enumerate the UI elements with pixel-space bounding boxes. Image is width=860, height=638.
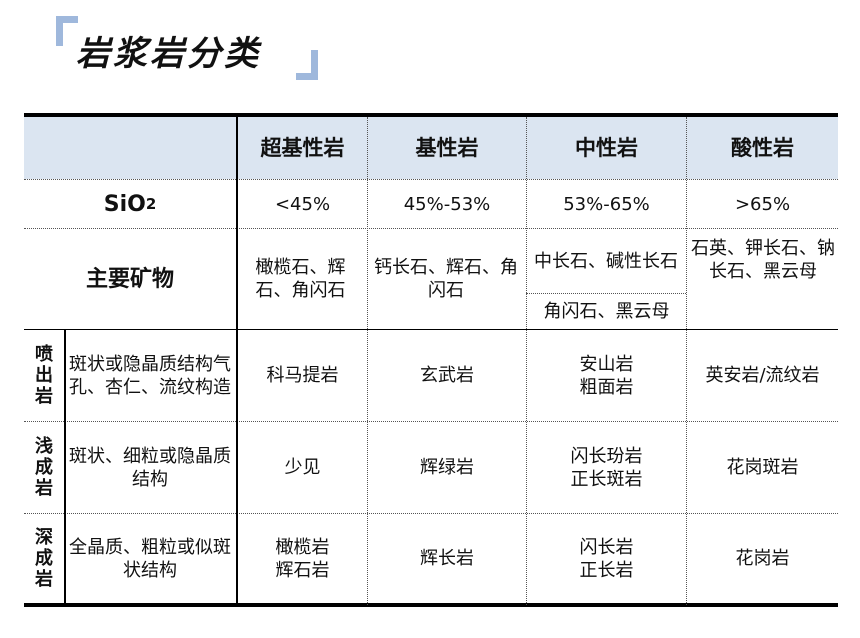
header-ultrabasic: 超基性岩 (260, 135, 345, 160)
hypabyssal-basic: 辉绿岩 (420, 457, 474, 478)
category-extrusive: 喷出岩 (24, 330, 64, 421)
minerals-intermediate-bottom: 角闪石、黑云母 (543, 301, 670, 322)
title-bracket-top-left-vertical (56, 16, 63, 46)
plutonic-intermediate: 闪长岩 正长岩 (527, 514, 686, 603)
sio2-ultrabasic: <45% (274, 193, 331, 215)
igneous-rock-table: 超基性岩 基性岩 中性岩 酸性岩 SiO 2 <45% 45%-53% 53%-6… (24, 113, 838, 607)
plutonic-acid: 花岗岩 (735, 548, 790, 569)
column-divider (64, 329, 66, 605)
sio2-basic: 45%-53% (403, 193, 491, 215)
header-row-background (24, 117, 838, 179)
header-basic: 基性岩 (415, 135, 479, 160)
row-divider (24, 228, 838, 229)
plutonic-intermediate-2: 正长岩 (579, 559, 634, 581)
plutonic-intermediate-1: 闪长岩 (579, 536, 634, 558)
extrusive-intermediate: 安山岩 粗面岩 (527, 330, 686, 421)
title-bracket-bottom-right-vertical (311, 50, 318, 80)
row-divider (24, 513, 838, 514)
column-divider (526, 117, 527, 605)
plutonic-ultrabasic: 橄榄岩 辉石岩 (238, 514, 367, 603)
extrusive-ultrabasic: 科马提岩 (266, 365, 339, 386)
hypabyssal-ultrabasic: 少见 (284, 457, 321, 478)
title-block: 岩浆岩分类 (56, 16, 318, 80)
page-title: 岩浆岩分类 (76, 34, 261, 74)
column-divider (686, 117, 687, 605)
row-divider (24, 179, 838, 180)
hypabyssal-intermediate: 闪长玢岩 正长斑岩 (527, 422, 686, 513)
minerals-intermediate-top: 中长石、碱性长石 (534, 250, 678, 272)
plutonic-ultrabasic-1: 橄榄岩 (275, 536, 330, 558)
row-divider (526, 293, 686, 294)
sio2-label: SiO 2 (24, 180, 236, 228)
sio2-label-main: SiO (103, 191, 146, 217)
title-bracket-bottom-right (296, 73, 318, 80)
extrusive-intermediate-1: 安山岩 (579, 353, 634, 375)
minerals-ultrabasic: 橄榄石、辉石、角闪石 (255, 257, 346, 301)
sio2-label-subscript: 2 (145, 194, 157, 213)
plutonic-ultrabasic-2: 辉石岩 (275, 559, 330, 581)
hypabyssal-intermediate-2: 正长斑岩 (570, 468, 643, 490)
structure-hypabyssal: 斑状、细粒或隐晶质结构 (69, 445, 231, 490)
minerals-label: 主要矿物 (85, 266, 174, 292)
row-divider (24, 329, 838, 330)
minerals-basic: 钙长石、辉石、角闪石 (374, 257, 518, 301)
extrusive-basic: 玄武岩 (420, 365, 474, 386)
title-bracket-top-left (56, 16, 78, 23)
column-divider (236, 117, 238, 605)
structure-plutonic: 全晶质、粗粒或似斑状结构 (69, 536, 231, 581)
sio2-acid: >65% (734, 193, 791, 215)
extrusive-intermediate-2: 粗面岩 (579, 376, 634, 398)
header-acid: 酸性岩 (731, 135, 794, 160)
category-plutonic: 深成岩 (24, 514, 64, 603)
header-intermediate: 中性岩 (575, 135, 638, 160)
hypabyssal-acid: 花岗斑岩 (726, 457, 799, 478)
minerals-acid: 石英、钾长石、钠长石、黑云母 (691, 238, 835, 282)
category-extrusive-label: 喷出岩 (35, 344, 53, 407)
column-divider (367, 117, 368, 605)
table-bottom-border (24, 603, 838, 607)
category-plutonic-label: 深成岩 (35, 527, 53, 590)
table-top-border (24, 113, 838, 117)
row-divider (24, 421, 838, 422)
sio2-intermediate: 53%-65% (563, 193, 650, 215)
category-hypabyssal: 浅成岩 (24, 422, 64, 513)
category-hypabyssal-label: 浅成岩 (35, 436, 53, 499)
extrusive-acid: 英安岩/流纹岩 (705, 365, 820, 386)
hypabyssal-intermediate-1: 闪长玢岩 (570, 445, 643, 467)
structure-extrusive: 斑状或隐晶质结构气孔、杏仁、流纹构造 (69, 353, 231, 398)
plutonic-basic: 辉长岩 (420, 548, 474, 569)
